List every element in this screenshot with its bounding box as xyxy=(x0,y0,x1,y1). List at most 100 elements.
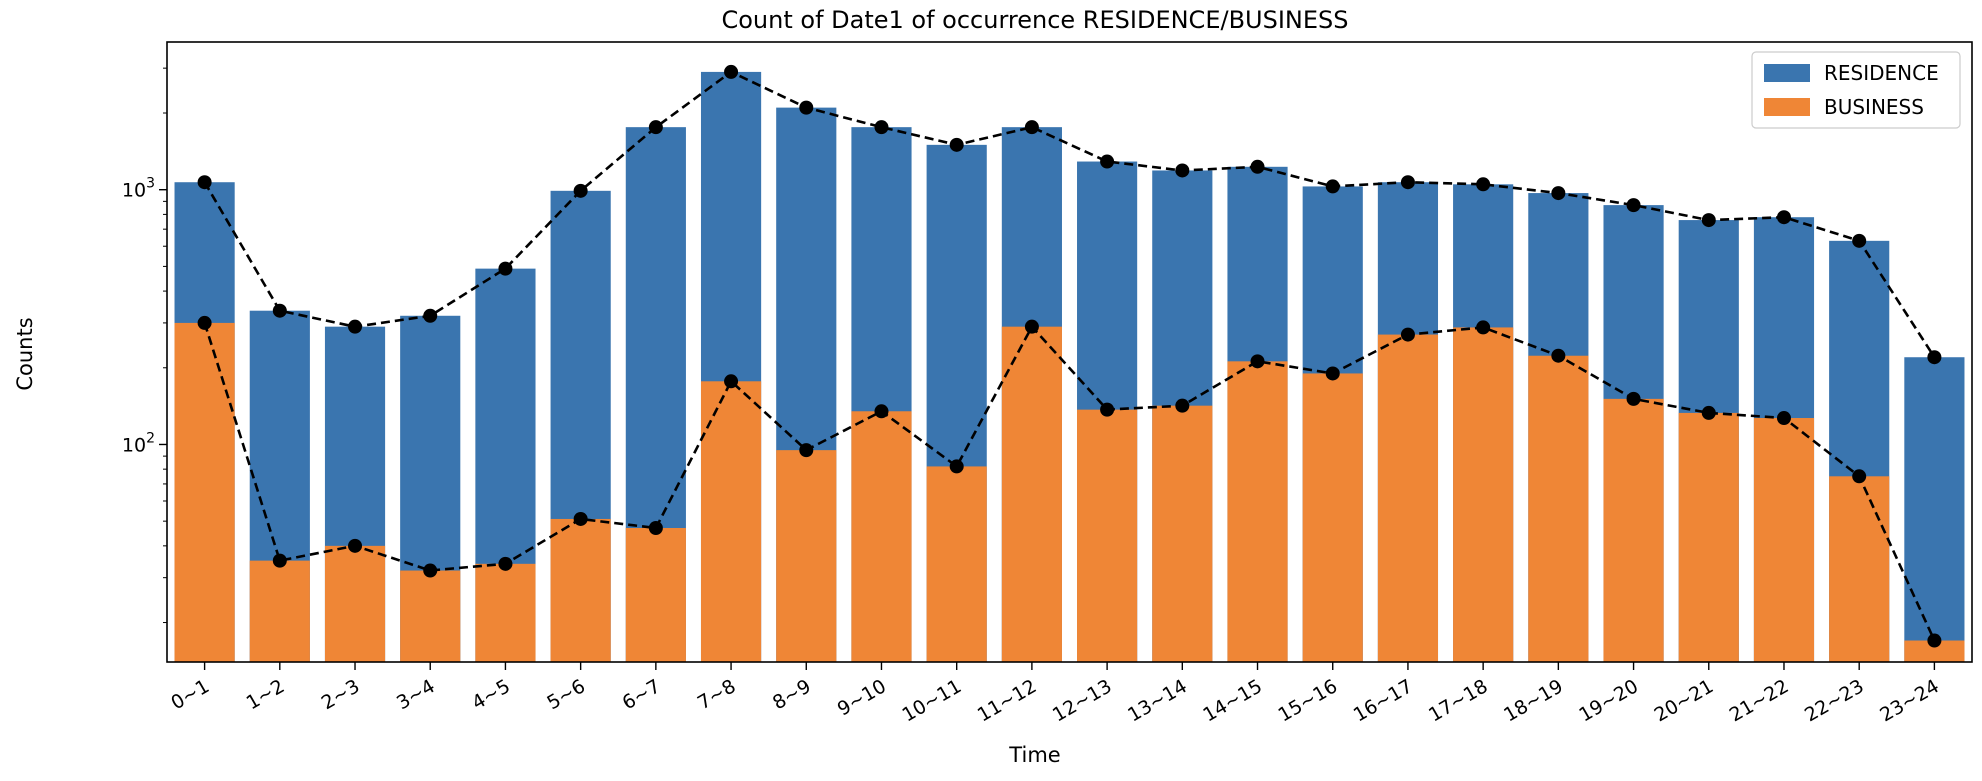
point-business-17~18 xyxy=(1476,320,1491,335)
x-tick-label-23~24: 23~24 xyxy=(1876,675,1943,726)
bar-business-2~3 xyxy=(324,545,386,662)
line-residence xyxy=(203,70,1936,358)
bar-business-15~16 xyxy=(1302,373,1363,662)
point-residence-15~16 xyxy=(1325,179,1340,194)
point-residence-5~6 xyxy=(573,183,588,198)
y-tick-label-100: 102 xyxy=(122,430,155,456)
legend-label-residence: RESIDENCE xyxy=(1824,61,1939,85)
point-business-23~24 xyxy=(1927,633,1942,648)
point-residence-11~12 xyxy=(1024,120,1039,135)
point-residence-20~21 xyxy=(1701,213,1716,228)
point-residence-6~7 xyxy=(648,120,663,135)
bar-business-23~24 xyxy=(1904,640,1965,662)
lines-layer xyxy=(197,64,1942,648)
point-business-13~14 xyxy=(1175,398,1190,413)
point-business-5~6 xyxy=(573,511,588,526)
x-tick-label-8~9: 8~9 xyxy=(769,675,815,714)
point-residence-14~15 xyxy=(1250,159,1265,174)
bar-business-14~15 xyxy=(1227,361,1288,662)
x-tick-label-6~7: 6~7 xyxy=(619,675,665,714)
x-tick-label-21~22: 21~22 xyxy=(1726,675,1793,726)
bar-business-13~14 xyxy=(1152,405,1213,662)
bars-layer xyxy=(174,71,1965,663)
x-tick-label-15~16: 15~16 xyxy=(1275,675,1342,726)
x-tick-label-2~3: 2~3 xyxy=(318,675,364,714)
x-tick-label-17~18: 17~18 xyxy=(1425,675,1492,726)
point-residence-12~13 xyxy=(1100,154,1115,169)
x-tick-label-10~11: 10~11 xyxy=(899,675,966,726)
bar-business-3~4 xyxy=(400,570,461,662)
point-business-4~5 xyxy=(498,556,513,571)
point-business-0~1 xyxy=(197,315,212,330)
legend-swatch-residence xyxy=(1764,64,1810,82)
bar-business-1~2 xyxy=(249,560,310,662)
point-residence-1~2 xyxy=(272,303,287,318)
y-axis-label: Counts xyxy=(13,317,37,390)
x-tick-label-19~20: 19~20 xyxy=(1575,675,1642,726)
point-business-22~23 xyxy=(1852,469,1867,484)
x-tick-label-22~23: 22~23 xyxy=(1801,675,1868,726)
point-business-3~4 xyxy=(423,563,438,578)
bar-business-8~9 xyxy=(776,450,837,662)
point-residence-7~8 xyxy=(724,64,739,79)
bar-business-12~13 xyxy=(1077,409,1138,662)
point-residence-4~5 xyxy=(498,261,513,276)
point-residence-10~11 xyxy=(949,137,964,152)
point-business-11~12 xyxy=(1024,319,1039,334)
bar-business-17~18 xyxy=(1453,327,1514,662)
x-tick-label-3~4: 3~4 xyxy=(393,675,439,714)
x-tick-label-9~10: 9~10 xyxy=(834,675,890,720)
bar-business-7~8 xyxy=(700,381,762,662)
point-residence-8~9 xyxy=(799,100,814,115)
bar-business-19~20 xyxy=(1603,398,1664,662)
point-business-18~19 xyxy=(1551,348,1566,363)
point-business-15~16 xyxy=(1325,366,1340,381)
point-residence-9~10 xyxy=(874,120,889,135)
bar-business-4~5 xyxy=(475,563,536,662)
point-residence-21~22 xyxy=(1776,210,1791,225)
x-tick-label-20~21: 20~21 xyxy=(1651,675,1718,726)
point-residence-18~19 xyxy=(1551,186,1566,201)
point-residence-23~24 xyxy=(1927,350,1942,365)
x-tick-label-11~12: 11~12 xyxy=(974,675,1041,726)
bar-business-9~10 xyxy=(851,411,912,662)
point-business-21~22 xyxy=(1776,411,1791,426)
point-business-2~3 xyxy=(348,538,363,553)
bar-business-6~7 xyxy=(625,528,686,662)
x-axis-label: Time xyxy=(1008,743,1060,767)
bar-residence-23~24 xyxy=(1904,357,1965,662)
bar-business-11~12 xyxy=(1001,326,1062,662)
point-residence-3~4 xyxy=(423,308,438,323)
x-tick-label-12~13: 12~13 xyxy=(1049,675,1116,726)
bar-business-10~11 xyxy=(926,466,987,662)
x-tick-label-7~8: 7~8 xyxy=(694,675,740,714)
point-residence-19~20 xyxy=(1626,198,1641,213)
point-residence-2~3 xyxy=(348,319,363,334)
bar-business-5~6 xyxy=(550,518,611,662)
point-business-10~11 xyxy=(949,459,964,474)
x-tick-label-4~5: 4~5 xyxy=(468,675,514,714)
point-business-1~2 xyxy=(272,553,287,568)
point-residence-16~17 xyxy=(1400,175,1415,190)
point-residence-13~14 xyxy=(1175,163,1190,178)
point-business-12~13 xyxy=(1100,402,1115,417)
point-residence-0~1 xyxy=(197,175,212,190)
point-business-9~10 xyxy=(874,404,889,419)
point-residence-17~18 xyxy=(1476,177,1491,192)
x-tick-label-0~1: 0~1 xyxy=(167,675,213,714)
bar-business-21~22 xyxy=(1753,418,1815,662)
point-business-14~15 xyxy=(1250,354,1265,369)
y-tick-label-1000: 103 xyxy=(122,176,155,202)
line-business xyxy=(203,322,1936,642)
bar-business-20~21 xyxy=(1678,412,1739,662)
x-tick-label-18~19: 18~19 xyxy=(1500,675,1567,726)
bar-business-0~1 xyxy=(174,322,235,662)
x-tick-label-5~6: 5~6 xyxy=(543,675,589,714)
x-tick-label-1~2: 1~2 xyxy=(243,675,289,714)
x-tick-label-16~17: 16~17 xyxy=(1350,675,1417,726)
legend-label-business: BUSINESS xyxy=(1824,95,1924,119)
bar-business-18~19 xyxy=(1528,355,1589,662)
point-business-7~8 xyxy=(724,374,739,389)
